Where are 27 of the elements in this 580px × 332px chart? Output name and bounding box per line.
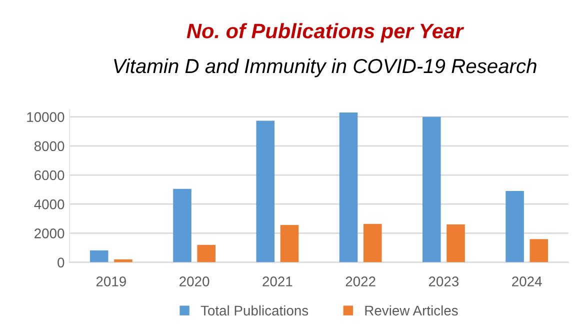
legend-label: Review Articles [365,305,458,316]
x-tick-label: 2024 [512,276,542,286]
bar [530,239,548,262]
bar [197,244,216,262]
y-tick-label: 10000 [27,112,64,122]
x-tick-label: 2020 [180,276,210,286]
legend-label: Total Publications [200,305,308,316]
y-tick-label: 8000 [34,141,64,152]
bar [422,116,441,262]
bar [280,225,299,262]
x-tick-label: 2023 [428,276,459,286]
x-tick-label: 2019 [96,276,126,286]
bar [363,224,382,262]
bar [90,250,108,262]
bar [256,120,275,262]
y-tick-label: 4000 [34,199,64,210]
chart-subtitle: Vitamin D and Immunity in COVID-19 Research [114,58,536,78]
y-tick-label: 2000 [34,228,64,238]
bar [446,224,465,262]
y-tick-label: 6000 [34,170,64,180]
x-tick-label: 2022 [346,276,376,286]
bar [173,188,192,262]
x-tick-label: 2021 [262,276,292,286]
bar [506,191,524,262]
chart-title: No. of Publications per Year [186,23,464,43]
y-tick-label: 0 [58,258,64,268]
bar [339,112,358,262]
